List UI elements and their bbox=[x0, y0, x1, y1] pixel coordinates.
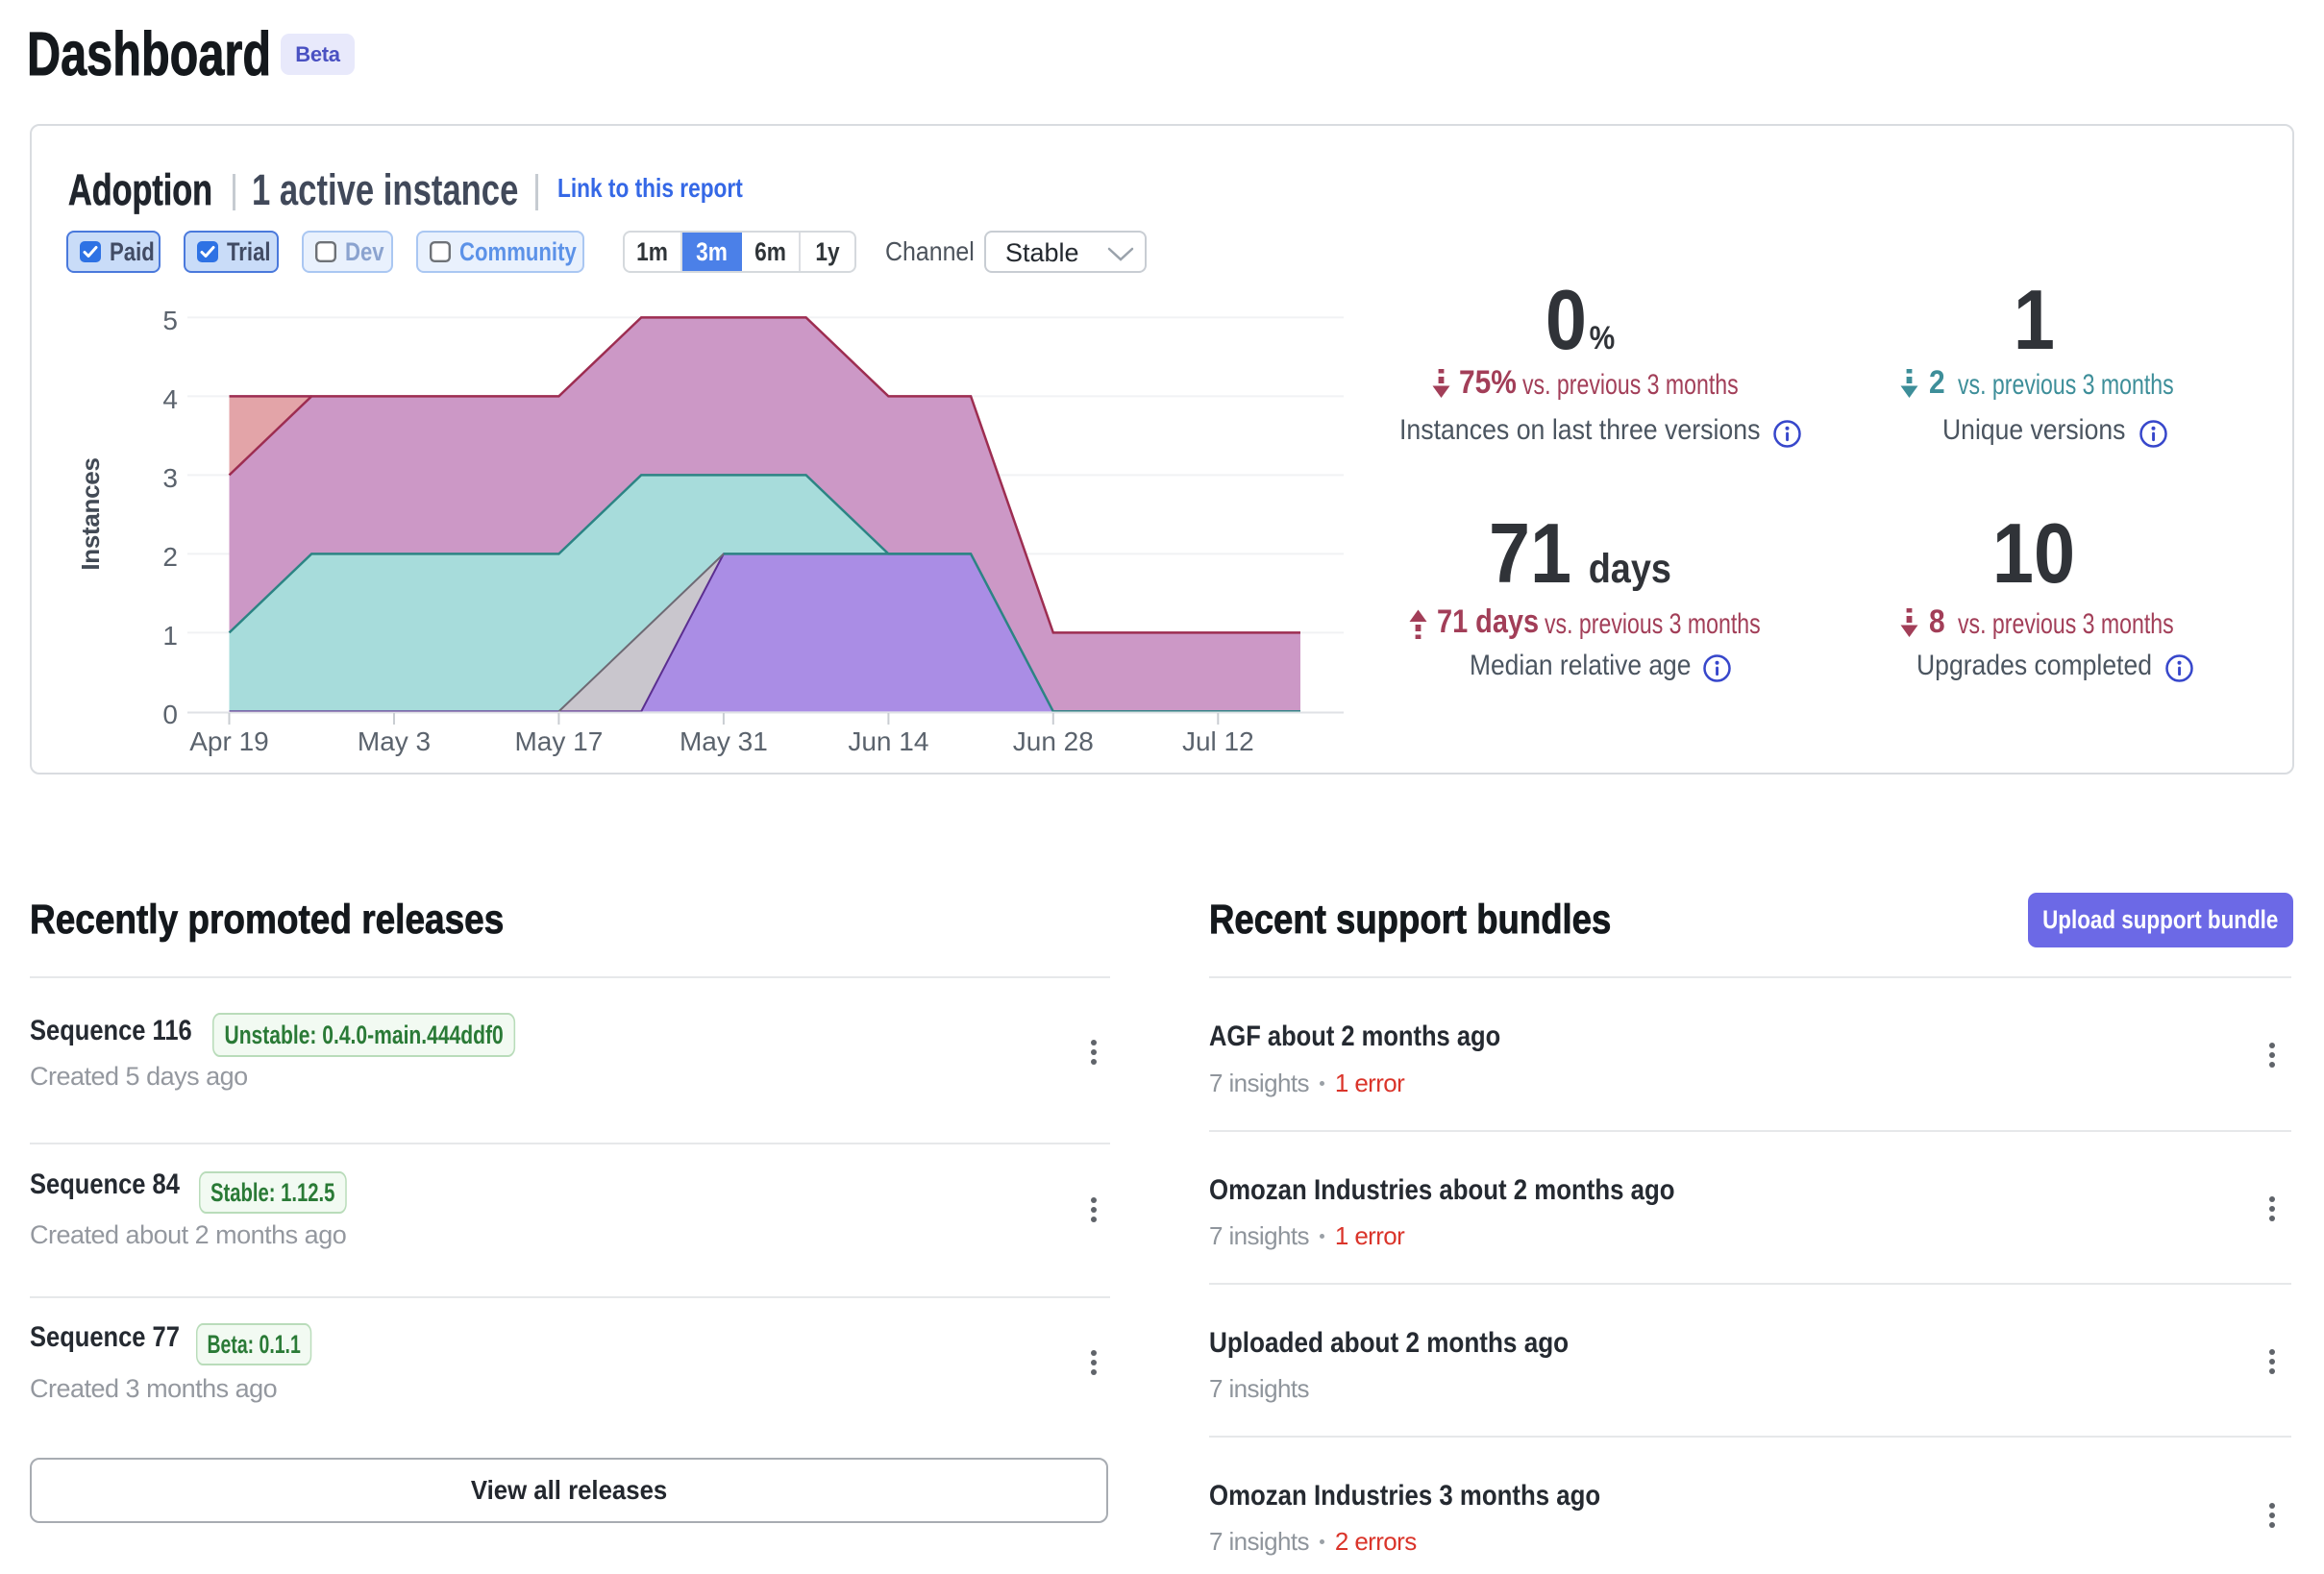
svg-text:2: 2 bbox=[162, 542, 178, 572]
svg-text:3: 3 bbox=[162, 463, 178, 493]
svg-text:0: 0 bbox=[162, 700, 178, 729]
svg-text:Jun 28: Jun 28 bbox=[1013, 726, 1094, 756]
svg-text:5: 5 bbox=[162, 306, 178, 335]
svg-text:4: 4 bbox=[162, 384, 178, 414]
svg-text:Jun 14: Jun 14 bbox=[848, 726, 928, 756]
svg-text:Apr 19: Apr 19 bbox=[189, 726, 269, 756]
svg-text:May 31: May 31 bbox=[680, 726, 768, 756]
svg-text:1: 1 bbox=[162, 621, 178, 651]
svg-text:May 3: May 3 bbox=[358, 726, 431, 756]
svg-text:Instances: Instances bbox=[76, 457, 105, 570]
svg-text:Jul 12: Jul 12 bbox=[1182, 726, 1254, 756]
svg-text:May 17: May 17 bbox=[514, 726, 603, 756]
